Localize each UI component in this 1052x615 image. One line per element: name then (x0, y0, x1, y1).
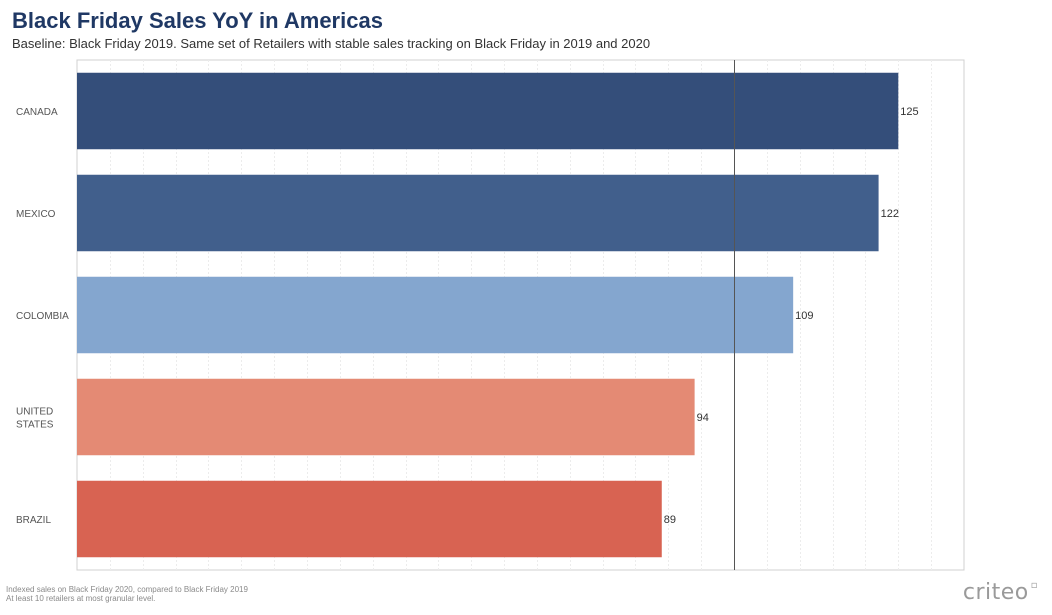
category-label-line: STATES (16, 420, 54, 431)
bar-brazil (77, 480, 662, 558)
category-label: UNITED STATES (16, 407, 54, 431)
data-label: 109 (795, 310, 813, 322)
category-label-line: BRAZIL (16, 515, 51, 526)
bar-colombia (77, 276, 794, 354)
chart-title: Black Friday Sales YoY in Americas (12, 8, 383, 33)
footnote-line-1: Indexed sales on Black Friday 2020, comp… (6, 585, 248, 594)
bar-united-states (77, 378, 695, 456)
category-label: BRAZIL (16, 515, 51, 526)
data-label: 122 (881, 208, 899, 220)
category-label-line: MEXICO (16, 209, 56, 220)
category-label-line: UNITED (16, 407, 53, 418)
bar-canada (77, 72, 899, 150)
chart-svg: 125 CANADA 122 MEXICO 109 COLOMBIA 94 UNITED STA… (16, 59, 965, 571)
logo-mark: ▫ (1030, 580, 1038, 591)
chart-subtitle: Baseline: Black Friday 2019. Same set of… (12, 36, 651, 51)
category-label: COLOMBIA (16, 311, 69, 322)
data-label: 94 (697, 412, 709, 424)
footnote: Indexed sales on Black Friday 2020, comp… (6, 585, 248, 603)
category-label: MEXICO (16, 209, 56, 220)
criteo-logo: criteo ▫ (963, 580, 1038, 605)
category-label-line: COLOMBIA (16, 311, 69, 322)
footnote-line-2: At least 10 retailers at most granular l… (6, 594, 156, 603)
data-label: 125 (900, 106, 918, 118)
category-label: CANADA (16, 107, 58, 118)
logo-text: criteo (962, 580, 1029, 605)
bar-chart: 125 CANADA 122 MEXICO 109 COLOMBIA 94 UNITED STA… (0, 58, 1052, 576)
data-label: 89 (664, 514, 676, 526)
category-label-line: CANADA (16, 107, 58, 118)
bar-mexico (77, 174, 879, 252)
